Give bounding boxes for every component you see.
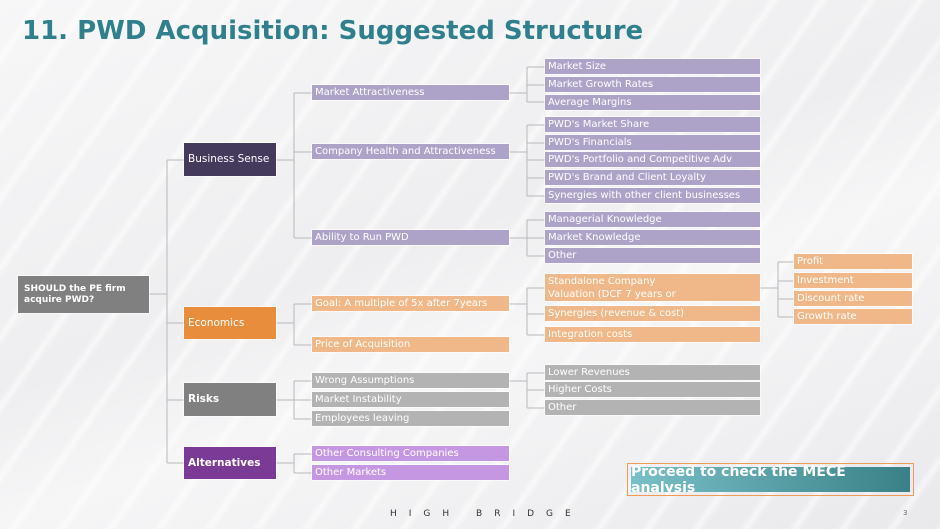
node-alternatives: Alternatives [184, 447, 276, 479]
proceed-mece-label: Proceed to check the MECE analysis [631, 464, 910, 496]
node-risks: Risks [184, 383, 276, 416]
node-risk-item: Wrong Assumptions [312, 373, 509, 388]
node-risk-item: Employees leaving [312, 411, 509, 426]
valuation-item: Discount rate [794, 291, 912, 306]
page-title: 11. PWD Acquisition: Suggested Structure [22, 16, 644, 46]
leaf-item: Higher Costs [545, 382, 760, 397]
node-risk-item: Market Instability [312, 392, 509, 407]
leaf-item: Other [545, 248, 760, 263]
footer-brand: HIGH BRIDGE [390, 509, 583, 519]
leaf-item: PWD's Financials [545, 135, 760, 150]
node-business-sense: Business Sense [184, 143, 276, 176]
leaf-item: Other [545, 400, 760, 415]
leaf-item: Synergies with other client businesses [545, 188, 760, 203]
node-alternative-item: Other Markets [312, 465, 509, 480]
leaf-item: PWD's Portfolio and Competitive Adv [545, 152, 760, 167]
leaf-item: Integration costs [545, 327, 760, 342]
leaf-item: Average Margins [545, 95, 760, 110]
leaf-item: Market Size [545, 59, 760, 74]
leaf-item: Synergies (revenue & cost) [545, 306, 760, 321]
proceed-mece-button[interactable]: Proceed to check the MECE analysis [627, 463, 914, 496]
valuation-item: Growth rate [794, 309, 912, 324]
leaf-item-valuation: Standalone Company Valuation (DCF 7 year… [545, 274, 760, 301]
node-goal: Goal: A multiple of 5x after 7years [312, 296, 509, 311]
valuation-item: Investment [794, 273, 912, 288]
leaf-item: Market Growth Rates [545, 77, 760, 92]
node-alternative-item: Other Consulting Companies [312, 446, 509, 461]
node-company-health: Company Health and Attractiveness [312, 144, 509, 159]
node-ability: Ability to Run PWD [312, 230, 509, 245]
leaf-item: Lower Revenues [545, 365, 760, 380]
node-price: Price of Acquisition [312, 337, 509, 352]
node-economics: Economics [184, 307, 276, 339]
leaf-item: Market Knowledge [545, 230, 760, 245]
leaf-item: Managerial Knowledge [545, 212, 760, 227]
node-market-attractiveness: Market Attractiveness [312, 85, 509, 100]
leaf-item: PWD's Brand and Client Loyalty [545, 170, 760, 185]
page-number: 3 [903, 509, 908, 517]
leaf-item: PWD's Market Share [545, 117, 760, 132]
valuation-item: Profit [794, 254, 912, 269]
root-question: SHOULD the PE firm acquire PWD? [18, 276, 149, 313]
